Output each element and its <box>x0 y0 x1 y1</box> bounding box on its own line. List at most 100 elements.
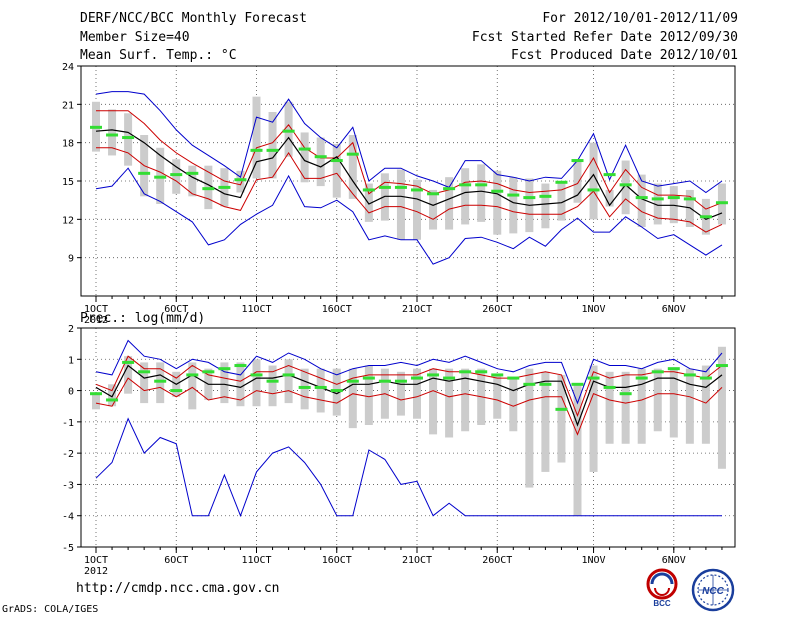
prec-variable-label: Prec.: log(mm/d) <box>80 311 205 326</box>
prec-observed-mark <box>555 407 568 411</box>
temp-observed-mark <box>266 148 279 152</box>
temp-observed-mark <box>587 188 600 192</box>
ncc-logo-text: NCC <box>702 586 724 597</box>
prec-observed-mark <box>362 376 375 380</box>
prec-spread-box <box>236 362 245 407</box>
temp-observed-mark <box>603 173 616 177</box>
prec-observed-mark <box>587 376 600 380</box>
prec-spread-box <box>124 356 133 394</box>
temp-spread-box <box>108 109 117 156</box>
prec-spread-box <box>220 362 229 404</box>
prec-xtick-label: 6OCT <box>164 555 188 566</box>
temp-observed-mark <box>346 152 359 156</box>
temp-spread-box <box>605 189 614 207</box>
temp-variable-label: Mean Surf. Temp.: °C <box>80 48 237 63</box>
prec-observed-mark <box>298 385 311 389</box>
prec-spread-box <box>188 362 197 410</box>
grads-credit: GrADS: COLA/IGES <box>2 604 99 615</box>
temp-observed-mark <box>555 180 568 184</box>
prec-observed-mark <box>459 370 472 374</box>
temp-xtick-label: 1OCT <box>84 304 108 315</box>
prec-observed-mark <box>138 370 151 374</box>
temp-observed-mark <box>715 201 728 205</box>
temp-observed-mark <box>250 148 263 152</box>
temp-observed-mark <box>635 196 648 200</box>
prec-observed-mark <box>635 376 648 380</box>
temp-ytick-label: 18 <box>62 139 74 150</box>
prec-observed-mark <box>603 385 616 389</box>
prec-spread-box <box>525 368 534 488</box>
temp-spread-box <box>124 113 133 166</box>
temp-xtick-label: 16OCT <box>322 304 352 315</box>
prec-observed-mark <box>699 376 712 380</box>
temp-observed-mark <box>330 159 343 163</box>
prec-ytick-label: 0 <box>68 387 74 398</box>
prec-observed-mark <box>106 398 119 402</box>
temp-observed-mark <box>106 133 119 137</box>
temp-mean-line <box>95 129 723 220</box>
prec-spread-box <box>268 365 277 407</box>
prec-observed-mark <box>523 382 536 386</box>
prec-spread-box <box>332 368 341 416</box>
temp-observed-mark <box>475 183 488 187</box>
forecast-period: For 2012/10/01-2012/11/09 <box>542 11 738 26</box>
temp-spread-box <box>653 183 662 225</box>
prec-ytick-label: -1 <box>62 418 74 429</box>
temp-observed-mark <box>138 171 151 175</box>
prec-observed-mark <box>266 379 279 383</box>
temp-ytick-label: 15 <box>62 177 74 188</box>
prec-observed-mark <box>394 379 407 383</box>
temp-spread-box <box>300 132 309 183</box>
temp-spread-box <box>621 160 630 215</box>
temp-observed-mark <box>667 196 680 200</box>
forecast-produced-date: Fcst Produced Date 2012/10/01 <box>511 48 738 63</box>
temp-observed-mark <box>90 125 102 129</box>
temp-observed-mark <box>394 185 407 189</box>
temp-observed-mark <box>282 129 295 133</box>
temp-observed-mark <box>443 187 456 191</box>
temp-spread-box <box>461 168 470 225</box>
prec-spread-box <box>589 365 598 472</box>
prec-ytick-label: 2 <box>68 324 74 335</box>
temp-spread-box <box>413 179 421 240</box>
prec-spread-box <box>493 374 502 419</box>
prec-observed-mark <box>186 373 199 377</box>
temp-spread-box <box>348 135 357 199</box>
temp-observed-mark <box>683 197 696 201</box>
temp-ytick-label: 9 <box>68 254 74 265</box>
prec-observed-mark <box>154 379 167 383</box>
prec-xtick-label: 16OCT <box>322 555 352 566</box>
prec-observed-mark <box>90 392 102 396</box>
ncc-logo: NCC <box>691 568 735 612</box>
temp-observed-mark <box>186 171 199 175</box>
temp-xtick-label: 21OCT <box>402 304 432 315</box>
prec-spread-box <box>252 359 261 407</box>
temp-spread-box <box>284 101 293 157</box>
bcc-logo-text: BCC <box>653 599 671 608</box>
temp-spread-box <box>477 164 486 222</box>
temp-observed-mark <box>571 159 584 163</box>
prec-observed-mark <box>539 382 552 386</box>
prec-xtick-label: 11OCT <box>241 555 271 566</box>
temp-spread-box <box>236 170 245 193</box>
temp-xtick-label: 26OCT <box>482 304 512 315</box>
prec-observed-mark <box>122 360 135 364</box>
temp-observed-mark <box>234 178 247 182</box>
prec-spread-box <box>140 362 149 404</box>
prec-observed-mark <box>314 385 327 389</box>
prec-spread-box <box>461 368 470 432</box>
prec-spread-box <box>685 368 694 444</box>
temp-observed-mark <box>218 185 231 189</box>
prec-ytick-label: 1 <box>68 355 74 366</box>
prec-ytick-label: -3 <box>62 480 74 491</box>
prec-ytick-label: -5 <box>62 543 74 554</box>
prec-observed-mark <box>619 392 632 396</box>
prec-observed-mark <box>218 367 231 371</box>
prec-observed-mark <box>411 376 423 380</box>
prec-max-line <box>95 339 723 405</box>
prec-spread-box <box>284 359 293 404</box>
prec-min-line <box>95 417 722 518</box>
temp-spread-box <box>172 159 181 194</box>
member-size: Member Size=40 <box>80 30 190 45</box>
temp-observed-mark <box>699 215 712 219</box>
